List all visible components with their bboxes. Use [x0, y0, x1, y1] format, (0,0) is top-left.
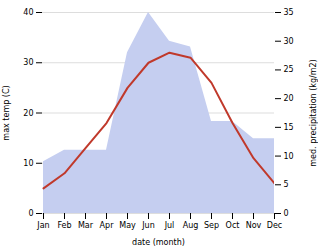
svg-text:35: 35 [284, 8, 294, 17]
svg-text:Jan: Jan [36, 221, 49, 230]
svg-text:Apr: Apr [100, 221, 115, 230]
svg-text:May: May [119, 221, 136, 230]
svg-text:40: 40 [23, 8, 33, 17]
svg-text:20: 20 [23, 109, 33, 118]
svg-text:10: 10 [284, 152, 294, 161]
svg-text:Dec: Dec [267, 221, 282, 230]
svg-text:Jul: Jul [164, 221, 175, 230]
svg-text:med. precipitation (kg/m2): med. precipitation (kg/m2) [309, 59, 318, 166]
svg-text:30: 30 [284, 37, 294, 46]
svg-text:Nov: Nov [246, 221, 262, 230]
svg-text:Aug: Aug [183, 221, 199, 230]
svg-text:20: 20 [284, 94, 294, 103]
svg-text:10: 10 [23, 159, 33, 168]
svg-text:0: 0 [28, 209, 33, 218]
svg-text:Feb: Feb [57, 221, 71, 230]
svg-text:15: 15 [284, 123, 294, 132]
svg-text:Sep: Sep [204, 221, 219, 230]
svg-text:date (month): date (month) [132, 238, 185, 247]
svg-text:max temp (C): max temp (C) [2, 85, 11, 140]
svg-text:0: 0 [284, 209, 289, 218]
svg-text:30: 30 [23, 58, 33, 67]
svg-text:Mar: Mar [78, 221, 94, 230]
svg-text:25: 25 [284, 65, 294, 74]
svg-text:Jun: Jun [141, 221, 155, 230]
svg-text:5: 5 [284, 180, 289, 189]
svg-text:Oct: Oct [226, 221, 240, 230]
